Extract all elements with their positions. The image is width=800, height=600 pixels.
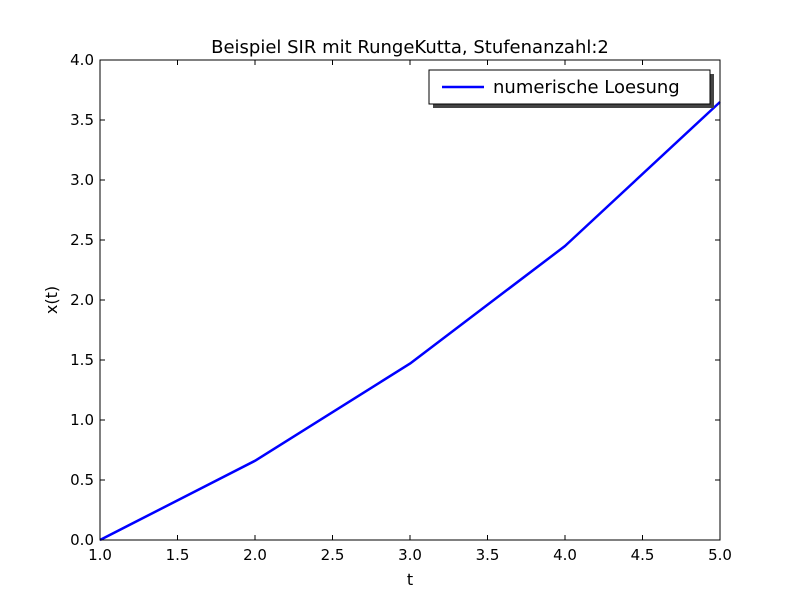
chart-title: Beispiel SIR mit RungeKutta, Stufenanzah… (211, 37, 609, 58)
x-tick-label: 1.0 (88, 546, 112, 564)
x-tick-label: 3.5 (476, 546, 500, 564)
y-tick-label: 3.0 (70, 171, 94, 189)
x-tick-label: 3.0 (398, 546, 422, 564)
y-tick-label: 1.5 (70, 351, 94, 369)
y-tick-label: 0.5 (70, 471, 94, 489)
legend: numerische Loesung (428, 69, 714, 108)
y-tick-label: 4.0 (70, 51, 94, 69)
plot-area: 1.0 1.5 2.0 2.5 3.0 3.5 4.0 4.5 5.0 0.0 0.5 1.0 1.5… (70, 51, 732, 564)
legend-label-numerische-loesung: numerische Loesung (493, 77, 680, 98)
x-tick-label: 5.0 (708, 546, 732, 564)
plot-frame (99, 59, 721, 541)
x-tick-label: 4.0 (553, 546, 577, 564)
series-layer (99, 101, 721, 542)
y-tick-label: 2.0 (70, 291, 94, 309)
x-tick-label: 1.5 (166, 546, 190, 564)
plot-background (100, 60, 720, 540)
x-axis-label: t (407, 570, 413, 589)
y-tick-label: 2.5 (70, 231, 94, 249)
x-axis: 1.0 1.5 2.0 2.5 3.0 3.5 4.0 4.5 5.0 (88, 60, 732, 564)
y-axis-label: x(t) (42, 286, 61, 314)
y-axis: 0.0 0.5 1.0 1.5 2.0 2.5 3.0 3.5 4.0 (70, 51, 720, 549)
series-line-0 (99, 101, 721, 542)
x-tick-label: 4.5 (631, 546, 655, 564)
x-tick-label: 2.0 (243, 546, 267, 564)
y-tick-label: 3.5 (70, 111, 94, 129)
y-tick-label: 1.0 (70, 411, 94, 429)
x-tick-label: 2.5 (321, 546, 345, 564)
y-tick-label: 0.0 (70, 531, 94, 549)
